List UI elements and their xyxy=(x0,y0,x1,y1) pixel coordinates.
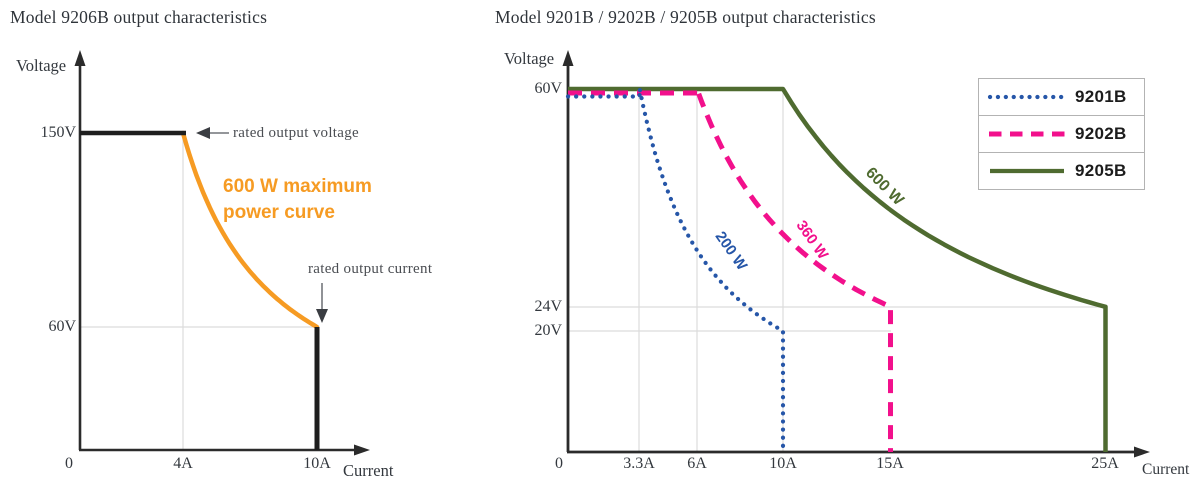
left-x-tick-4a: 4A xyxy=(173,455,193,472)
legend-swatch-9205b xyxy=(990,168,1064,174)
left-y-axis-arrowhead-icon xyxy=(74,50,86,66)
right-x-tick-0: 0 xyxy=(555,455,563,472)
right-y-tick-24v: 24V xyxy=(534,298,562,315)
legend-label-9202b: 9202B xyxy=(1075,124,1127,143)
left-x-axis-arrowhead-icon xyxy=(354,444,370,456)
right-chart-title: Model 9201B / 9202B / 9205B output chara… xyxy=(495,7,876,27)
right-x-axis-label: Current xyxy=(1142,461,1190,478)
left-axes xyxy=(74,50,370,456)
legend-row-9202b: 9202B xyxy=(979,116,1144,153)
left-y-tick-150v: 150V xyxy=(40,124,76,141)
legend: 9201B 9202B 9205B xyxy=(978,78,1145,190)
left-gridlines xyxy=(80,133,317,450)
right-x-tick-25a: 25A xyxy=(1091,455,1119,472)
right-x-tick-15a: 15A xyxy=(876,455,904,472)
annotation-rated-output-current: rated output current xyxy=(308,261,433,277)
legend-row-9205b: 9205B xyxy=(979,153,1144,189)
legend-row-9201b: 9201B xyxy=(979,79,1144,116)
right-x-axis-arrowhead-icon xyxy=(1134,446,1150,458)
series-curve-9201b xyxy=(565,86,786,455)
right-x-tick-6a: 6A xyxy=(687,455,707,472)
left-chart-title: Model 9206B output characteristics xyxy=(10,7,268,27)
left-x-axis-label: Current xyxy=(343,461,394,480)
right-gridlines xyxy=(568,89,1106,452)
power-curve-label: 600 W maximum power curve xyxy=(223,176,372,223)
series-curve-9202b xyxy=(568,86,893,452)
right-axes xyxy=(562,50,1150,458)
rated-current-arrowhead-icon xyxy=(316,309,328,323)
right-x-tick-10a: 10A xyxy=(769,455,797,472)
legend-label-9201b: 9201B xyxy=(1075,87,1127,106)
legend-swatch-9202b xyxy=(989,131,1065,137)
series-curve-9205b xyxy=(568,86,1108,452)
rated-voltage-arrowhead-icon xyxy=(196,127,210,139)
annotation-rated-output-voltage: rated output voltage xyxy=(233,125,359,141)
left-power-curve xyxy=(180,130,320,330)
right-y-axis-label: Voltage xyxy=(504,49,555,68)
legend-label-9205b: 9205B xyxy=(1075,161,1127,180)
right-y-tick-60v: 60V xyxy=(534,80,562,97)
right-y-tick-20v: 20V xyxy=(534,322,562,339)
right-x-tick-3-3a: 3.3A xyxy=(623,455,655,472)
left-x-tick-10a: 10A xyxy=(303,455,331,472)
left-y-axis-label: Voltage xyxy=(16,56,67,75)
right-y-axis-arrowhead-icon xyxy=(562,50,574,66)
left-x-tick-0: 0 xyxy=(65,455,73,472)
left-annotation-arrows xyxy=(196,127,328,323)
left-y-tick-60v: 60V xyxy=(48,318,76,335)
legend-swatch-9201b xyxy=(987,94,1067,100)
